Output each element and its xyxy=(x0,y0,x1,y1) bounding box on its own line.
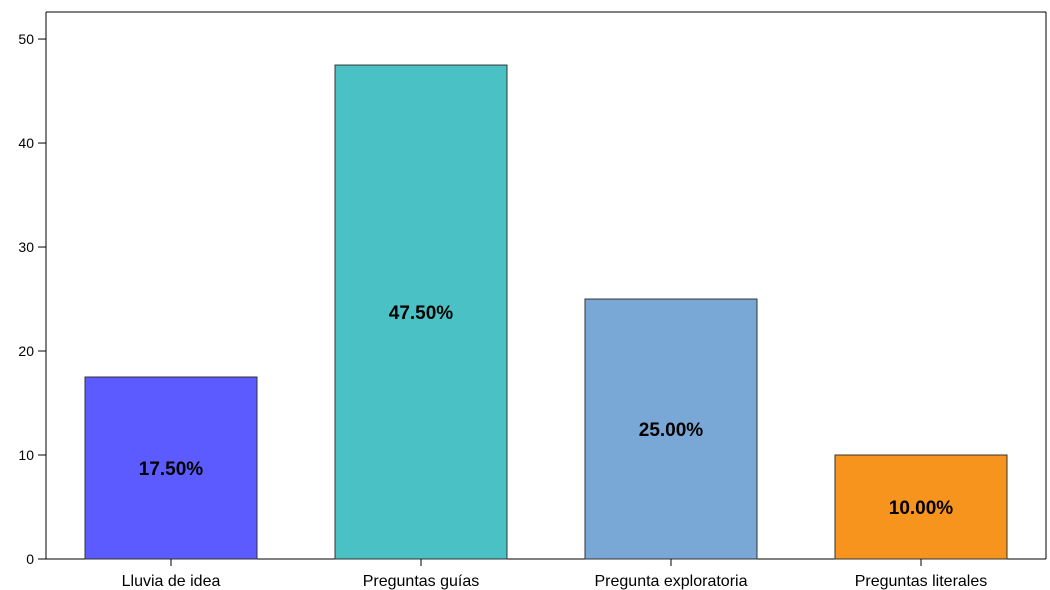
bar xyxy=(334,64,508,560)
y-tick-label: 10 xyxy=(18,447,34,463)
data-label: 10.00% xyxy=(889,498,954,519)
y-tick-label: 30 xyxy=(18,239,34,255)
y-tick-label: 50 xyxy=(18,31,34,47)
x-tick-label: Preguntas literales xyxy=(855,573,988,590)
bars: 17.50% 47.50% 25.00% 10.00% xyxy=(84,64,1008,560)
y-axis: 0 10 20 30 40 50 xyxy=(18,31,46,567)
data-label: 25.00% xyxy=(639,420,704,441)
data-label: 17.50% xyxy=(139,459,204,480)
x-tick-label: Preguntas guías xyxy=(363,573,480,590)
x-tick-label: Pregunta exploratoria xyxy=(595,573,748,590)
bar xyxy=(84,376,258,560)
y-tick-label: 40 xyxy=(18,135,34,151)
data-label: 47.50% xyxy=(389,303,454,324)
x-tick-label: Lluvia de idea xyxy=(122,573,221,590)
bar xyxy=(834,454,1008,560)
x-axis: Lluvia de idea Preguntas guías Pregunta ex… xyxy=(122,559,988,590)
y-tick-label: 0 xyxy=(26,551,34,567)
y-tick-label: 20 xyxy=(18,343,34,359)
